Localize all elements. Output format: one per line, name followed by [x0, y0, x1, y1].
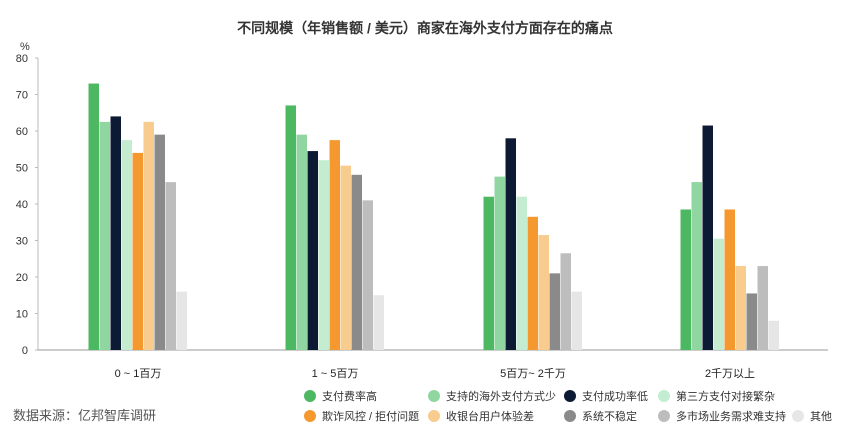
legend-swatch: [658, 410, 670, 422]
bar: [318, 160, 329, 350]
bar: [505, 138, 516, 350]
y-axis-unit-label: %: [20, 41, 30, 53]
bar: [340, 165, 351, 350]
bar: [132, 152, 143, 350]
legend-label: 收银台用户体验差: [446, 409, 534, 423]
y-tick-label: 70: [16, 90, 28, 102]
legend-label: 支持的海外支付方式少: [446, 389, 556, 403]
legend-swatch: [428, 390, 440, 402]
bar: [121, 140, 132, 350]
bar: [373, 295, 384, 350]
y-tick-label: 50: [16, 163, 28, 175]
legend-item: 系统不稳定: [564, 409, 637, 423]
bar: [713, 238, 724, 350]
legend-label: 第三方支付对接繁杂: [676, 389, 775, 403]
y-tick-label: 20: [16, 272, 28, 284]
bar: [307, 151, 318, 350]
bar: [99, 121, 110, 350]
y-axis: 0 10 20 30 40 50 60 70 80: [16, 53, 39, 357]
legend-item: 第三方支付对接繁杂: [658, 389, 775, 403]
bar: [516, 196, 527, 350]
bar: [527, 216, 538, 350]
chart-title: 不同规模（年销售额 / 美元）商家在海外支付方面存在的痛点: [237, 20, 613, 36]
bar: [143, 121, 154, 350]
bar: [538, 235, 549, 350]
bar: [768, 320, 779, 350]
y-tick-label: 0: [22, 345, 28, 357]
bar: [549, 273, 560, 350]
y-tick-label: 40: [16, 199, 28, 211]
legend-swatch: [658, 390, 670, 402]
legend-item: 多市场业务需求难支持: [658, 409, 786, 423]
bar: [757, 266, 768, 350]
legend-swatch: [304, 410, 316, 422]
y-tick-label: 30: [16, 236, 28, 248]
x-category-label: 1 ~ 5百万: [312, 368, 359, 380]
bar: [571, 291, 582, 350]
bar: [724, 209, 735, 350]
bar: [154, 134, 165, 350]
bar: [165, 182, 176, 350]
y-tick-label: 80: [16, 53, 28, 65]
legend-swatch: [792, 410, 804, 422]
legend-item: 欺诈风控 / 拒付问题: [304, 409, 419, 423]
legend-item: 收银台用户体验差: [428, 409, 534, 423]
bar: [680, 209, 691, 350]
legend-label: 其他: [810, 410, 832, 423]
legend-item: 支持的海外支付方式少: [428, 389, 556, 403]
legend-item: 支付成功率低: [564, 389, 648, 403]
x-category-label: 2千万以上: [705, 367, 755, 380]
bar: [746, 293, 757, 350]
x-category-label: 0 ~ 1百万: [115, 368, 162, 380]
y-tick-label: 60: [16, 126, 28, 138]
bar: [329, 140, 340, 350]
legend-label: 多市场业务需求难支持: [676, 409, 786, 423]
legend-swatch: [428, 410, 440, 422]
bar: [351, 174, 362, 350]
bar: [691, 182, 702, 350]
bar: [483, 196, 494, 350]
legend-item: 其他: [792, 410, 832, 423]
bar: [362, 200, 373, 350]
bar: [110, 116, 121, 351]
legend-label: 系统不稳定: [582, 409, 637, 423]
bar: [494, 176, 505, 350]
bar: [296, 134, 307, 350]
legend-swatch: [564, 390, 576, 402]
bar: [702, 125, 713, 351]
bar: [176, 291, 187, 350]
bar: [735, 266, 746, 350]
x-category-label: 5百万~ 2千万: [500, 367, 566, 380]
bar: [285, 105, 296, 350]
legend-label: 欺诈风控 / 拒付问题: [322, 409, 419, 423]
bar: [560, 253, 571, 350]
legend-swatch: [304, 390, 316, 402]
bar: [88, 83, 99, 351]
legend-item: 支付费率高: [304, 389, 377, 403]
legend-swatch: [564, 410, 576, 422]
legend-label: 支付费率高: [322, 389, 377, 403]
legend-label: 支付成功率低: [582, 389, 648, 403]
y-tick-label: 10: [16, 309, 28, 321]
data-source-note: 数据来源：亿邦智库调研: [13, 408, 156, 423]
category-labels: 0 ~ 1百万 1 ~ 5百万 5百万~ 2千万 2千万以上: [115, 367, 755, 380]
bars-group: [88, 83, 779, 351]
